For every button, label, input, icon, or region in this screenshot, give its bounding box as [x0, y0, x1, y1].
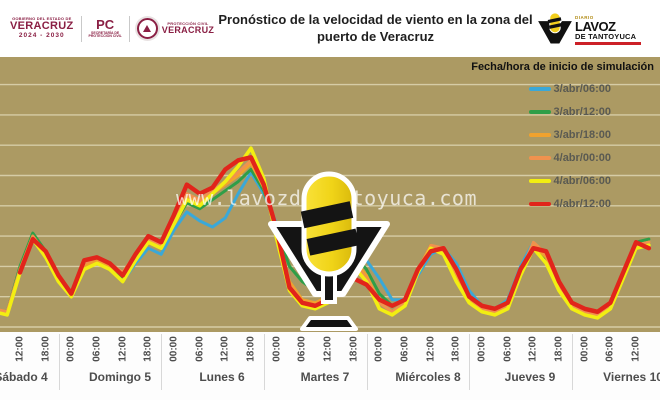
legend-item: 3/abr/06:00 [471, 77, 611, 100]
x-tick-label: 12:00 [322, 336, 334, 362]
day-label: Viernes 10 [603, 370, 660, 384]
x-axis-band: 06:00 12:00 18:00 00:00 06:00 12:00 18:00 00:00… [0, 332, 660, 400]
microphone-icon [536, 11, 574, 45]
veracruz-gov-logo: GOBIERNO DEL ESTADO DE VERACRUZ 2024 - 2… [10, 17, 74, 40]
legend-label: 3/abr/18:00 [553, 128, 611, 141]
x-tick-label: 12:00 [527, 336, 539, 362]
series-line-4-abr-06-00 [0, 146, 651, 320]
x-tick-label: 00:00 [271, 336, 283, 362]
legend-swatch [528, 132, 551, 137]
x-tick-label: 06:00 [604, 336, 616, 362]
legend-swatch [528, 155, 551, 160]
day-label: Domingo 5 [89, 370, 151, 384]
legend-label: 4/abr/12:00 [553, 197, 611, 210]
gov-logo-years: 2024 - 2030 [18, 31, 65, 39]
seal-subtitle: PROTECCIÓN CIVIL [167, 20, 209, 26]
pc-logo: PC SECRETARÍA DE PROTECCIÓN CIVIL [89, 18, 122, 39]
legend-item: 4/abr/12:00 [471, 192, 611, 215]
legend-swatch [528, 178, 551, 183]
day-separator [469, 334, 471, 390]
gov-logo-topline: GOBIERNO DEL ESTADO DE [12, 16, 72, 22]
legend-item: 4/abr/00:00 [471, 146, 611, 169]
lavoz-tagline-bar [575, 41, 641, 45]
seal-name: VERACRUZ [161, 24, 215, 35]
legend-label: 4/abr/06:00 [553, 174, 611, 187]
legend-label: 3/abr/06:00 [553, 82, 611, 95]
day-label: Martes 7 [300, 370, 350, 384]
day-separator [161, 334, 163, 390]
day-separator [366, 334, 368, 390]
legend-item: 3/abr/12:00 [471, 100, 611, 123]
seal-icon [136, 18, 158, 39]
legend-item: 3/abr/18:00 [471, 123, 611, 146]
header: GOBIERNO DEL ESTADO DE VERACRUZ 2024 - 2… [0, 0, 660, 57]
legend-swatch [528, 201, 551, 206]
government-logos: GOBIERNO DEL ESTADO DE VERACRUZ 2024 - 2… [0, 15, 215, 42]
legend-item: 4/abr/06:00 [471, 169, 611, 192]
lavoz-microphone-watermark-logo [268, 171, 390, 331]
x-tick-label: 06:00 [502, 336, 514, 362]
x-tick-label: 12:00 [630, 336, 642, 362]
x-tick-label: 18:00 [553, 336, 565, 362]
legend-swatch [528, 86, 551, 91]
x-tick-label: 00:00 [168, 336, 180, 362]
x-tick-label: 00:00 [579, 336, 591, 362]
pc-logo-text: PC [96, 17, 115, 32]
x-tick-label: 18:00 [40, 336, 52, 362]
legend-label: 3/abr/12:00 [553, 105, 611, 118]
legend-title: Fecha/hora de inicio de simulación [471, 61, 654, 73]
day-label: Miércoles 8 [395, 370, 461, 384]
gov-logo-name: VERACRUZ [10, 20, 74, 33]
logo-divider [128, 15, 130, 42]
x-tick-label: 06:00 [296, 336, 308, 362]
legend-label: 4/abr/00:00 [553, 151, 611, 164]
x-tick-label: 12:00 [14, 336, 26, 362]
day-label: Lunes 6 [199, 370, 245, 384]
chart-plot-area: www.lavozdetantoyuca.com Fecha/hora de i… [0, 57, 660, 332]
x-tick-label: 06:00 [91, 336, 103, 362]
lavoz-name: LAVOZ [575, 19, 616, 34]
chart-legend: Fecha/hora de inicio de simulación 3/abr… [471, 61, 654, 215]
x-tick-label: 00:00 [476, 336, 488, 362]
x-tick-label: 12:00 [219, 336, 231, 362]
day-label: Jueves 9 [504, 370, 556, 384]
proteccion-civil-seal: PROTECCIÓN CIVIL VERACRUZ [136, 18, 215, 39]
x-tick-label: 18:00 [348, 336, 360, 362]
lavoz-logo: DIARIO LAVOZ DE TANTOYUCA [536, 10, 660, 48]
page-title: Pronóstico de la velocidad de viento en … [215, 12, 536, 45]
x-tick-label: 18:00 [245, 336, 257, 362]
x-tick-label: 06:00 [399, 336, 411, 362]
page-title-line1: Pronóstico de la velocidad de viento en … [218, 12, 533, 28]
lavoz-diario-label: DIARIO [575, 14, 594, 20]
x-tick-label: 00:00 [65, 336, 77, 362]
x-tick-label: 00:00 [373, 336, 385, 362]
pc-logo-sub2: PROTECCIÓN CIVIL [88, 34, 122, 39]
day-separator [571, 334, 573, 390]
x-tick-label: 06:00 [194, 336, 206, 362]
legend-swatch [528, 109, 551, 114]
logo-divider [80, 15, 82, 42]
x-tick-label: 18:00 [142, 336, 154, 362]
day-separator [263, 334, 265, 390]
day-label: Sábado 4 [0, 370, 48, 384]
x-tick-label: 12:00 [117, 336, 129, 362]
pc-logo-sub1: SECRETARÍA DE [91, 30, 120, 35]
x-tick-label: 12:00 [425, 336, 437, 362]
x-tick-label: 18:00 [450, 336, 462, 362]
page-title-line2: puerto de Veracruz [316, 28, 435, 44]
day-separator [58, 334, 60, 390]
lavoz-subname: DE TANTOYUCA [575, 32, 637, 41]
